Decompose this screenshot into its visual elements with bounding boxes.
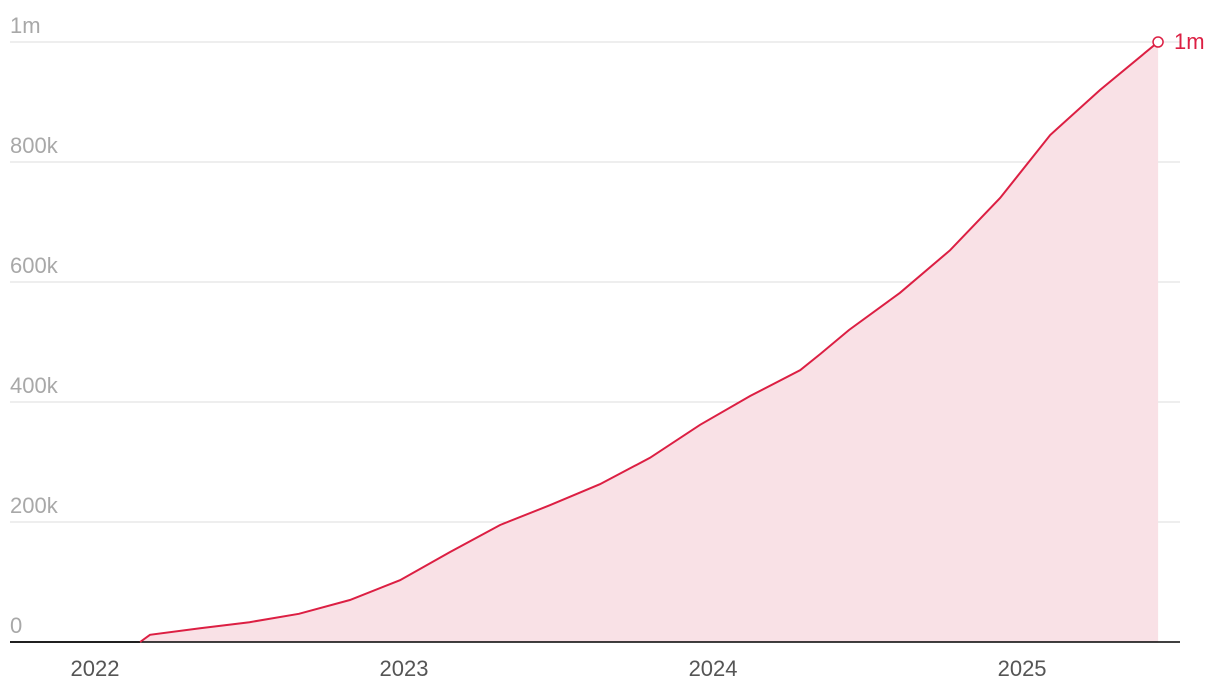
y-tick-label: 400k — [10, 373, 59, 398]
end-marker — [1152, 36, 1164, 48]
y-tick-label: 600k — [10, 253, 59, 278]
x-tick-label: 2025 — [998, 656, 1047, 681]
y-tick-label: 1m — [10, 13, 41, 38]
y-tick-label: 0 — [10, 613, 22, 638]
end-label: 1m — [1174, 29, 1205, 54]
y-tick-label: 200k — [10, 493, 59, 518]
x-tick-label: 2023 — [380, 656, 429, 681]
x-tick-label: 2022 — [71, 656, 120, 681]
line — [139, 41, 1159, 643]
y-tick-label: 800k — [10, 133, 59, 158]
area — [140, 42, 1159, 642]
x-tick-label: 2024 — [689, 656, 738, 681]
